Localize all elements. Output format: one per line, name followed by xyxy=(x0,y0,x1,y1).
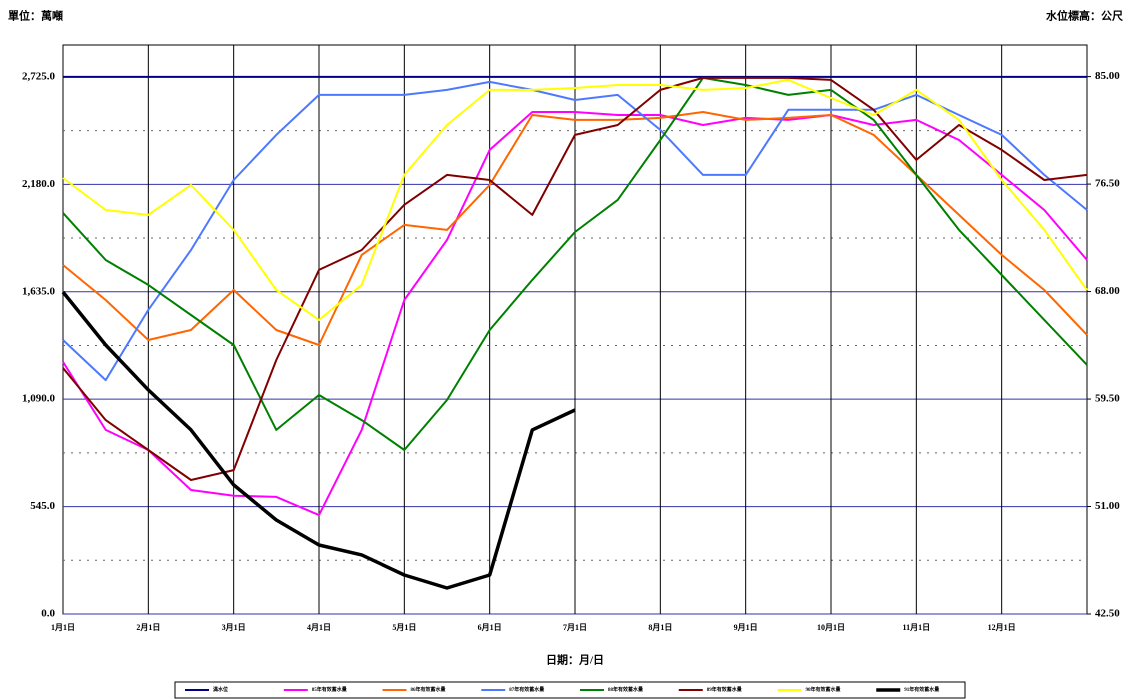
x-tick-label: 6月1日 xyxy=(478,623,502,632)
legend-label: 88年有效蓄水量 xyxy=(608,686,643,693)
x-tick-label: 10月1日 xyxy=(817,623,845,632)
x-tick-label: 8月1日 xyxy=(648,623,672,632)
series-line xyxy=(62,76,1088,481)
x-tick-label: 5月1日 xyxy=(392,623,416,632)
x-tick-label: 7月1日 xyxy=(563,623,587,632)
y-tick-label: 2,180.0 xyxy=(22,178,56,190)
y-tick-label: 545.0 xyxy=(30,500,55,512)
y2-tick-label: 76.50 xyxy=(1095,178,1120,190)
legend-box xyxy=(174,681,966,699)
x-tick-label: 11月1日 xyxy=(903,623,931,632)
legend-label: 87年有效蓄水量 xyxy=(509,686,544,693)
y-tick-label: 2,725.0 xyxy=(22,70,56,82)
legend-label: 滿水位 xyxy=(213,686,228,693)
x-axis-title: 日期：月/日 xyxy=(546,653,604,667)
x-tick-label: 1月1日 xyxy=(51,623,75,632)
y-tick-label: 1,635.0 xyxy=(22,285,56,297)
x-tick-label: 4月1日 xyxy=(307,623,331,632)
series-line xyxy=(61,290,576,590)
y-tick-label: 0.0 xyxy=(41,608,55,620)
series-line xyxy=(62,111,1088,517)
y-tick-label: 1,090.0 xyxy=(22,393,56,405)
y2-tick-label: 85.00 xyxy=(1095,70,1120,82)
y2-tick-label: 59.50 xyxy=(1095,393,1120,405)
x-tick-label: 3月1日 xyxy=(222,623,246,632)
x-tick-label: 12月1日 xyxy=(988,623,1016,632)
legend-label: 90年有效蓄水量 xyxy=(806,686,841,693)
y2-tick-label: 42.50 xyxy=(1095,608,1120,620)
legend-label: 86年有效蓄水量 xyxy=(411,686,446,693)
legend-label: 85年有效蓄水量 xyxy=(312,686,347,693)
y2-tick-label: 51.00 xyxy=(1095,500,1120,512)
right-unit: 水位標高：公尺 xyxy=(1046,9,1123,23)
legend-label: 89年有效蓄水量 xyxy=(707,686,742,693)
series-line xyxy=(62,76,1088,451)
legend-label: 91年有效蓄水量 xyxy=(904,686,939,693)
y2-tick-label: 68.00 xyxy=(1095,285,1120,297)
x-tick-label: 9月1日 xyxy=(734,623,758,632)
series-line xyxy=(62,80,1088,382)
series-line xyxy=(62,78,1088,321)
left-unit: 單位：萬噸 xyxy=(8,9,63,23)
x-tick-label: 2月1日 xyxy=(136,623,160,632)
